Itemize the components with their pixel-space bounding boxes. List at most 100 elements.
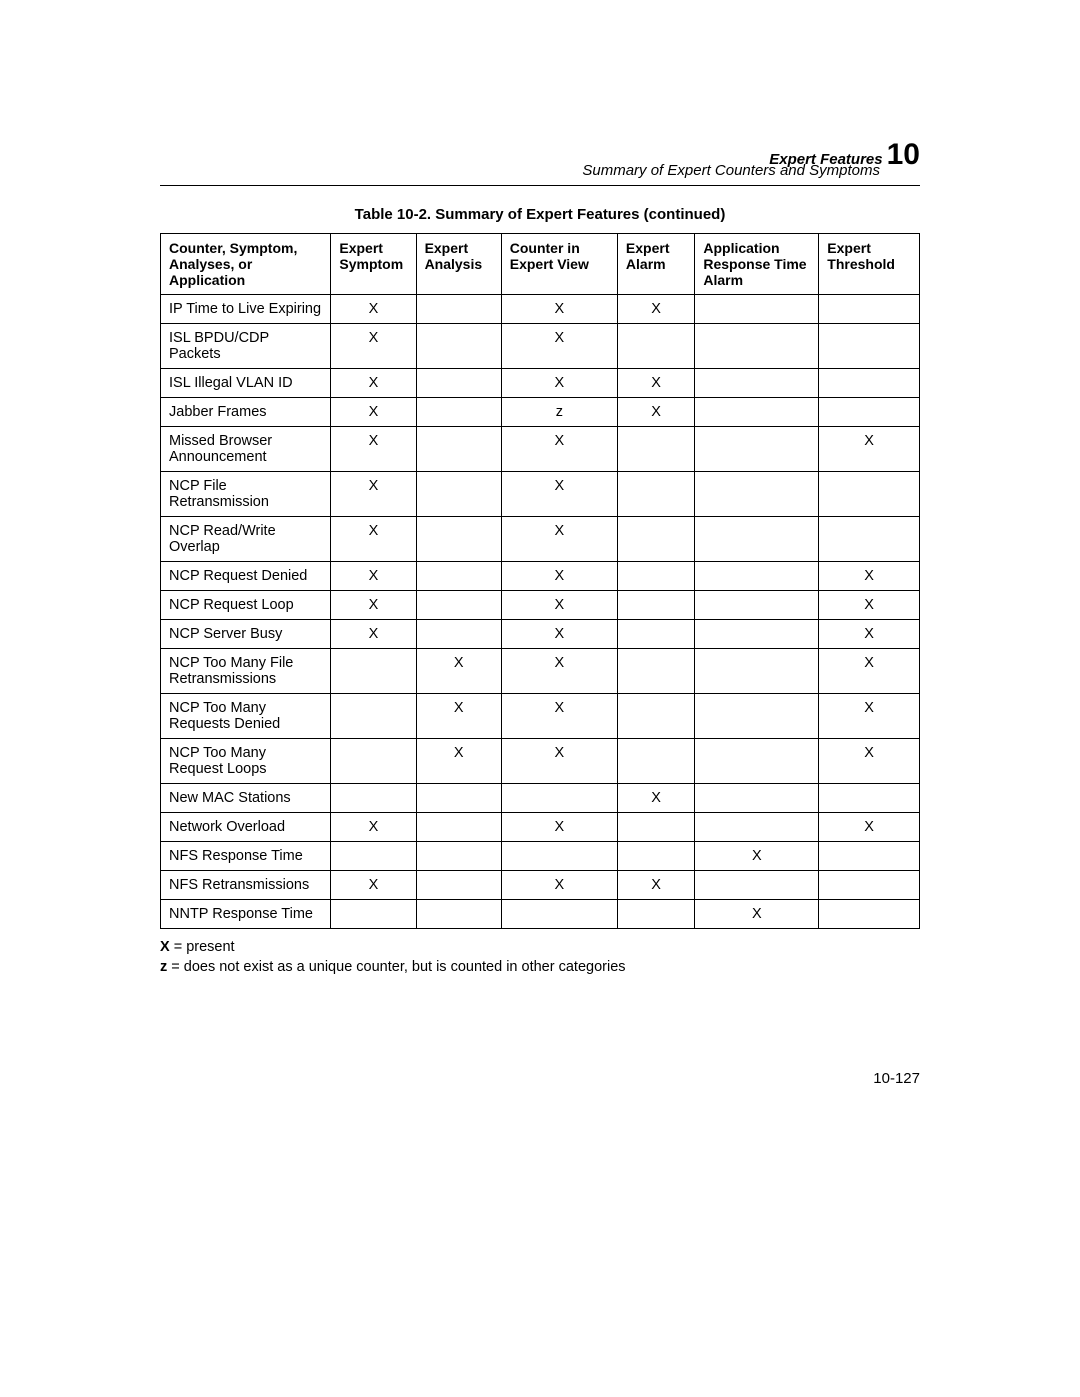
row-name-cell: NCP Too Many Request Loops [161,739,331,784]
table-row: Missed Browser AnnouncementXXX [161,427,920,472]
row-name-cell: NFS Response Time [161,842,331,871]
row-mark-cell: X [416,739,501,784]
row-mark-cell: X [501,369,617,398]
table-row: NCP Too Many Requests DeniedXXX [161,694,920,739]
row-mark-cell: X [819,562,920,591]
row-mark-cell: X [501,694,617,739]
row-mark-cell [331,900,416,929]
table-row: NFS RetransmissionsXXX [161,871,920,900]
row-mark-cell: X [819,427,920,472]
row-mark-cell: X [501,649,617,694]
row-mark-cell [695,871,819,900]
row-mark-cell [617,472,694,517]
row-mark-cell [695,324,819,369]
row-name-cell: Jabber Frames [161,398,331,427]
row-mark-cell: X [501,295,617,324]
col-header-threshold: Expert Threshold [819,234,920,295]
legend-line-z: z = does not exist as a unique counter, … [160,957,920,977]
table-row: Network OverloadXXX [161,813,920,842]
row-mark-cell [819,369,920,398]
row-mark-cell: X [331,813,416,842]
row-mark-cell [617,427,694,472]
row-mark-cell: X [501,813,617,842]
row-mark-cell [617,813,694,842]
row-name-cell: NCP Request Denied [161,562,331,591]
row-mark-cell [695,620,819,649]
row-mark-cell [416,324,501,369]
row-mark-cell: X [501,472,617,517]
row-name-cell: NCP Too Many Requests Denied [161,694,331,739]
row-mark-cell: X [331,591,416,620]
row-mark-cell: X [331,295,416,324]
legend-z-text: = does not exist as a unique counter, bu… [167,959,625,975]
row-mark-cell [819,398,920,427]
row-mark-cell [695,649,819,694]
row-mark-cell [695,784,819,813]
row-mark-cell: X [501,620,617,649]
row-mark-cell: X [695,900,819,929]
col-header-counter: Counter in Expert View [501,234,617,295]
row-mark-cell [617,694,694,739]
row-mark-cell [501,784,617,813]
row-name-cell: NCP Request Loop [161,591,331,620]
col-header-symptom: Expert Symptom [331,234,416,295]
row-mark-cell [617,842,694,871]
row-mark-cell [617,517,694,562]
row-mark-cell: X [695,842,819,871]
row-mark-cell [331,649,416,694]
row-mark-cell [819,842,920,871]
row-mark-cell: X [331,562,416,591]
row-mark-cell [416,620,501,649]
row-mark-cell: X [501,324,617,369]
row-mark-cell [617,739,694,784]
row-name-cell: NFS Retransmissions [161,871,331,900]
row-mark-cell [617,649,694,694]
row-mark-cell: X [819,620,920,649]
row-mark-cell: X [331,398,416,427]
page-number: 10-127 [873,1070,920,1087]
row-mark-cell [416,427,501,472]
header-subtitle: Summary of Expert Counters and Symptoms [160,162,880,179]
row-mark-cell [695,562,819,591]
chapter-number: 10 [887,140,920,170]
row-mark-cell [819,472,920,517]
table-head: Counter, Symptom, Analyses, or Applicati… [161,234,920,295]
row-mark-cell: z [501,398,617,427]
row-mark-cell: X [331,427,416,472]
row-name-cell: IP Time to Live Expiring [161,295,331,324]
col-header-alarm: Expert Alarm [617,234,694,295]
table-row: ISL Illegal VLAN IDXXX [161,369,920,398]
table-row: Jabber FramesXzX [161,398,920,427]
row-mark-cell [416,398,501,427]
row-mark-cell [695,813,819,842]
row-mark-cell [819,324,920,369]
legend-line-x: X = present [160,937,920,957]
row-mark-cell [695,517,819,562]
row-mark-cell: X [331,472,416,517]
row-name-cell: ISL BPDU/CDP Packets [161,324,331,369]
table-row: IP Time to Live ExpiringXXX [161,295,920,324]
row-mark-cell [695,472,819,517]
row-mark-cell [331,842,416,871]
row-mark-cell: X [819,591,920,620]
table-row: NFS Response Time X [161,842,920,871]
row-mark-cell: X [331,517,416,562]
row-mark-cell [416,813,501,842]
row-mark-cell: X [501,591,617,620]
row-mark-cell [617,324,694,369]
row-mark-cell [416,591,501,620]
table-header-row: Counter, Symptom, Analyses, or Applicati… [161,234,920,295]
row-mark-cell [331,784,416,813]
row-mark-cell: X [501,562,617,591]
col-header-analysis: Expert Analysis [416,234,501,295]
row-mark-cell [416,562,501,591]
row-mark-cell: X [331,369,416,398]
page-header: Expert Features 10 Summary of Expert Cou… [160,140,920,186]
row-mark-cell [416,842,501,871]
row-mark-cell: X [819,694,920,739]
row-mark-cell [416,472,501,517]
row-mark-cell: X [331,620,416,649]
row-mark-cell [819,871,920,900]
row-mark-cell [695,739,819,784]
row-mark-cell [501,842,617,871]
